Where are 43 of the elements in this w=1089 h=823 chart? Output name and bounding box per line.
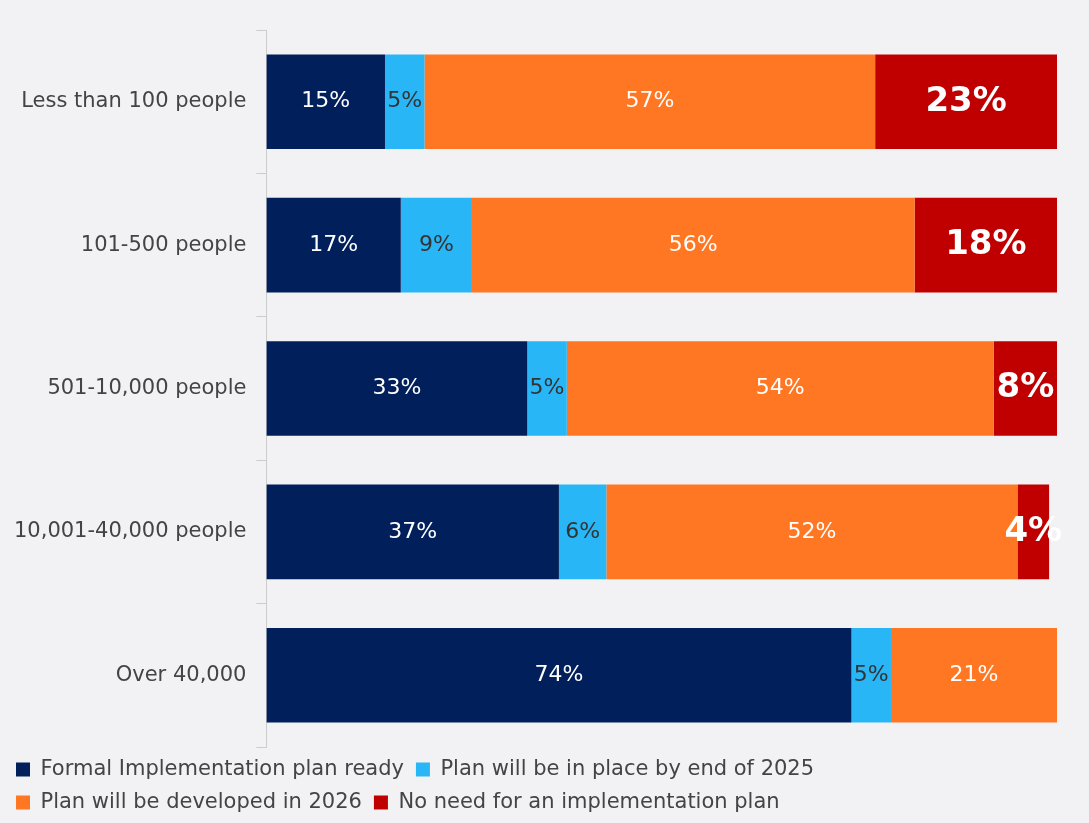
data-label: 17%: [309, 230, 359, 256]
bar: [558, 484, 607, 580]
data-label: 52%: [787, 517, 837, 543]
bar: [384, 54, 425, 150]
data-label: 8%: [996, 365, 1055, 406]
data-label: 5%: [853, 661, 889, 687]
data-label: 54%: [755, 374, 805, 400]
bar: [851, 627, 891, 723]
data-label: 18%: [945, 221, 1027, 262]
bar: [566, 341, 994, 436]
y-tick-label: Over 40,000: [115, 661, 247, 686]
bar: [890, 627, 1057, 723]
legend-label: Formal Implementation plan ready: [40, 755, 404, 780]
bar: [400, 197, 472, 293]
bar: [266, 197, 401, 293]
y-tick-label: 10,001-40,000 people: [13, 518, 247, 543]
bar: [914, 197, 1057, 293]
data-label: 33%: [372, 374, 422, 400]
data-label: 6%: [565, 517, 601, 543]
y-tick-label: 101-500 people: [80, 231, 247, 256]
legend-label: Plan will be in place by end of 2025: [440, 755, 815, 780]
data-label: 9%: [418, 230, 454, 256]
data-label: 5%: [387, 87, 423, 113]
y-tick-label: 501-10,000 people: [47, 374, 247, 399]
data-label: 15%: [301, 87, 351, 113]
data-label: 57%: [625, 87, 675, 113]
bar: [471, 197, 915, 293]
bar: [875, 54, 1057, 150]
data-label: 37%: [388, 517, 438, 543]
bar: [266, 341, 528, 436]
data-label: 74%: [534, 661, 584, 687]
data-label: 21%: [949, 661, 999, 687]
legend-label: Plan will be developed in 2026: [40, 788, 362, 813]
bar: [266, 627, 852, 723]
bar: [424, 54, 876, 150]
legend-label: No need for an implementation plan: [398, 788, 780, 813]
data-label: 23%: [925, 78, 1007, 119]
data-label: 56%: [668, 230, 718, 256]
bar: [527, 341, 567, 436]
bar: [266, 484, 559, 580]
y-tick-label: Less than 100 people: [21, 88, 247, 113]
bar: [266, 54, 385, 150]
data-label: 5%: [529, 374, 565, 400]
